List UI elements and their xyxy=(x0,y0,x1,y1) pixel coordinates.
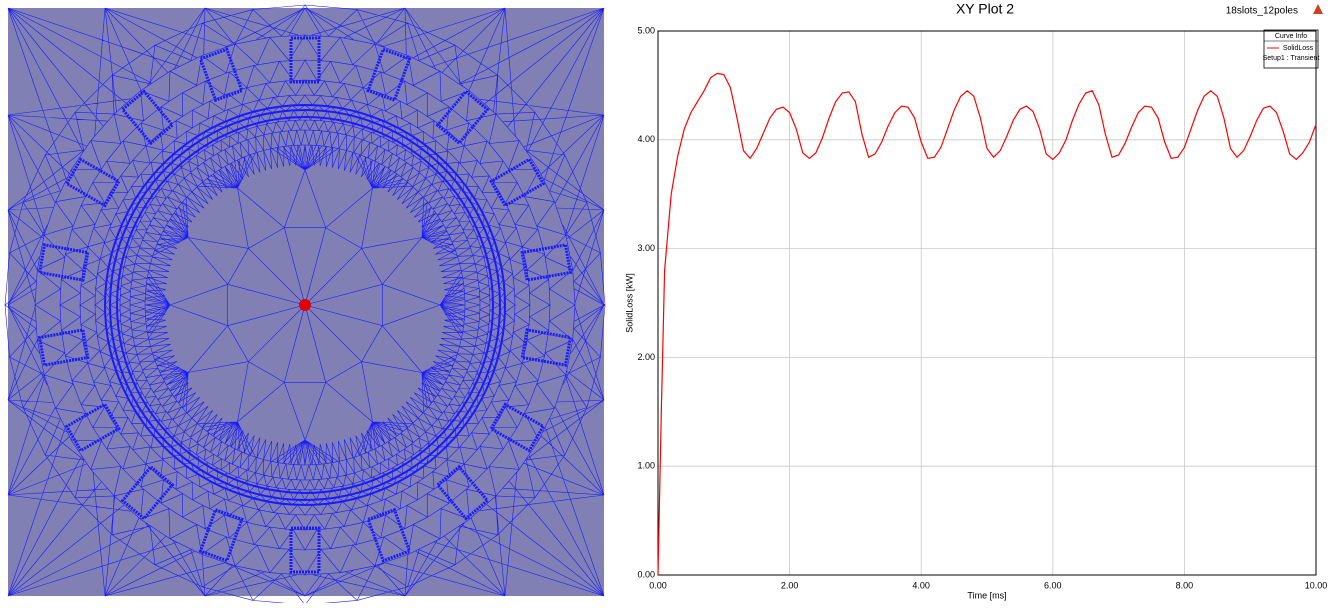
stator-slot xyxy=(435,464,490,521)
y-tick-label: 2.00 xyxy=(637,352,655,362)
mesh-lines xyxy=(4,4,606,606)
stator-slot xyxy=(64,157,121,208)
data-line xyxy=(657,72,1317,576)
mesh-ring xyxy=(109,109,501,501)
mesh-center xyxy=(299,299,311,311)
mesh-view xyxy=(4,4,606,606)
stator-slot xyxy=(198,47,244,103)
x-tick-label: 4.00 xyxy=(912,580,930,590)
y-axis-label: SolidLoss [kW] xyxy=(624,273,634,333)
x-tick-label: 8.00 xyxy=(1176,580,1194,590)
y-tick-label: 3.00 xyxy=(637,243,655,253)
logo xyxy=(1313,4,1323,14)
xy-plot: XY Plot 2 18slots_12poles SolidLoss [kW]… xyxy=(624,1,1327,601)
project-name: 18slots_12poles xyxy=(1226,6,1298,17)
x-tick-label: 6.00 xyxy=(1044,580,1062,590)
x-axis-label: Time [ms] xyxy=(967,590,1006,600)
legend-box xyxy=(1263,29,1319,69)
mesh-ring xyxy=(104,104,506,506)
plot-frame xyxy=(657,30,1317,576)
x-tick-label: 0.00 xyxy=(649,580,667,590)
y-tick-label: 0.00 xyxy=(637,569,655,579)
y-tick-label: 5.00 xyxy=(637,25,655,35)
x-tick-label: 10.00 xyxy=(1305,580,1328,590)
stator-slot xyxy=(289,36,321,84)
mesh-ring xyxy=(116,116,494,494)
x-tick-label: 2.00 xyxy=(781,580,799,590)
y-tick-label: 4.00 xyxy=(637,134,655,144)
legend-entry: SolidLoss xyxy=(1283,45,1314,52)
stator-slot xyxy=(289,526,321,574)
chart-title: XY Plot 2 xyxy=(956,1,1014,17)
legend-title: Curve Info xyxy=(1275,33,1307,40)
legend-setup: Setup1 : Transient xyxy=(1263,55,1320,62)
y-tick-label: 1.00 xyxy=(637,461,655,471)
stator-slot xyxy=(37,243,90,282)
